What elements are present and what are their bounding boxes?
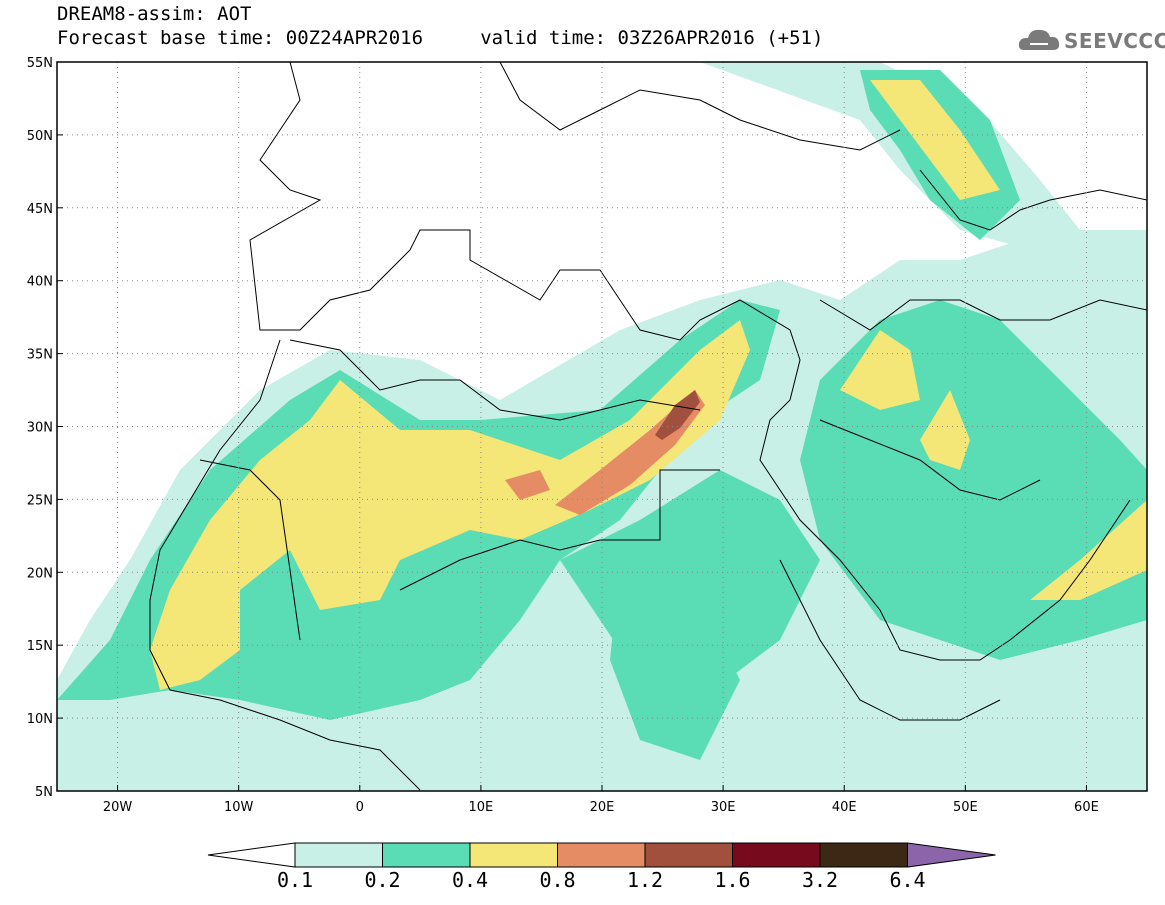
colorbar-swatch <box>819 842 908 868</box>
colorbar-label: 0.1 <box>276 868 314 892</box>
colorbar-label: 0.2 <box>364 868 401 892</box>
lon-tick-label: 60E <box>1074 800 1099 815</box>
colorbar-swatch <box>644 842 733 868</box>
colorbar-label: 3.2 <box>801 868 839 892</box>
lon-tick-label: 20W <box>103 800 133 815</box>
lat-tick-label: 10N <box>27 712 53 727</box>
cloud-logo-icon <box>1018 29 1060 50</box>
lat-tick-label: 35N <box>27 348 53 363</box>
aot-shading <box>57 62 1147 791</box>
lat-tick-label: 15N <box>27 639 53 654</box>
colorbar-label: 6.4 <box>889 868 926 892</box>
colorbar-label: 1.2 <box>626 868 664 892</box>
seevccc-logo: SEEVCCC <box>1064 29 1165 53</box>
lat-tick-label: 20N <box>27 566 53 581</box>
lon-tick-label: 10E <box>469 800 494 815</box>
gridlines <box>57 62 1147 791</box>
lat-tick-label: 30N <box>27 421 53 436</box>
lat-tick-label: 40N <box>27 275 53 290</box>
colorbar-swatch <box>382 842 471 868</box>
lon-tick-label: 40E <box>832 800 857 815</box>
lon-tick-label: 10W <box>224 800 254 815</box>
lat-tick-label: 45N <box>27 202 53 217</box>
colorbar-swatch <box>732 842 821 868</box>
lon-tick-label: 20E <box>590 800 615 815</box>
colorbar-swatch <box>294 842 383 868</box>
colorbar-under-arrow <box>207 842 296 868</box>
lat-tick-label: 5N <box>35 785 53 800</box>
colorbar-over-arrow <box>907 842 996 868</box>
map-title: DREAM8-assim: AOT <box>57 3 252 25</box>
colorbar-label: 1.6 <box>714 868 751 892</box>
lon-tick-label: 50E <box>953 800 978 815</box>
lat-tick-label: 55N <box>27 56 53 71</box>
lat-tick-label: 50N <box>27 129 53 144</box>
colorbar-swatch <box>469 842 558 868</box>
forecast-time-line: Forecast base time: 00Z24APR2016 valid t… <box>57 27 824 49</box>
lon-tick-label: 30E <box>711 800 736 815</box>
lon-tick-label: 0 <box>356 800 364 815</box>
coastlines <box>149 62 1147 791</box>
colorbar-label: 0.8 <box>539 868 576 892</box>
axis-ticks: 20W 10W 0 10E 20E 30E 40E 50E 60E 5N 10N 15N 20N 25N 3… <box>27 56 1099 815</box>
lat-tick-label: 25N <box>27 493 53 508</box>
colorbar-label: 0.4 <box>451 868 489 892</box>
colorbar <box>207 842 996 868</box>
colorbar-swatch <box>557 842 646 868</box>
